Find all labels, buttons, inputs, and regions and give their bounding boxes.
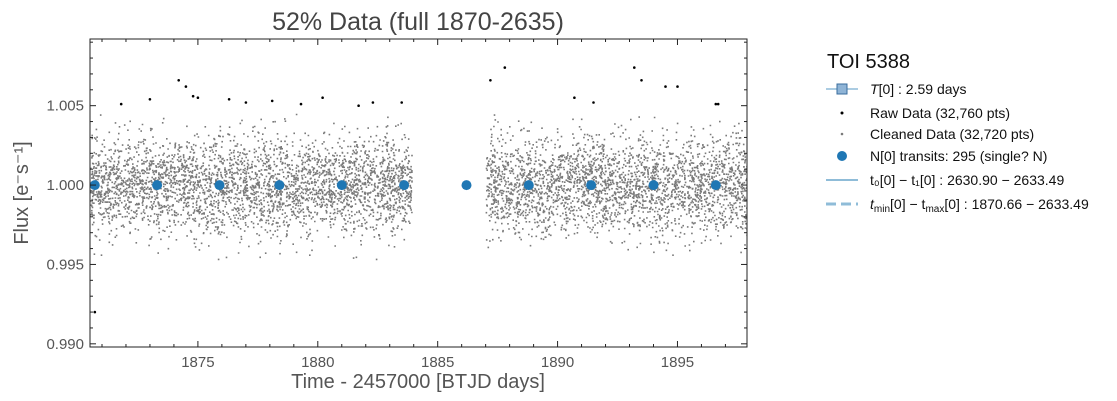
transit-point [710,180,721,191]
legend-tmin-sub: min [874,204,890,215]
raw-data-point [119,102,123,106]
raw-data-point [184,85,188,88]
transit-points-layer [90,180,721,191]
raw-data-point [664,85,667,88]
x-tick-label: 1890 [541,354,574,371]
x-axis: 1875 1880 1885 1890 1895 [101,39,726,371]
legend-item-transits: N[0] transits: 295 (single? N) [837,148,1047,164]
raw-data-point [227,98,231,101]
transit-point [214,180,225,191]
y-axis: 0.990 0.995 1.000 1.005 [46,41,747,353]
raw-data-layer [93,66,720,314]
legend-item-period: T[0] : 2.59 days [826,81,967,97]
legend-tmin-mid: [0] − t [890,196,926,212]
transit-point [274,180,285,191]
raw-data-point [716,102,720,106]
legend-item-t0-t1: t₀[0] − t₁[0] : 2630.90 − 2633.49 [826,172,1064,188]
legend-tmax-sub: max [925,204,944,215]
y-tick-label: 1.000 [46,177,84,194]
y-tick-label: 0.990 [46,336,84,353]
raw-data-point [299,102,303,106]
raw-data-point [177,79,180,82]
raw-data-point [244,101,248,104]
legend-raw-label: Raw Data (32,760 pts) [870,105,1010,121]
legend-transit-marker [837,151,847,161]
svg-text:T[0] : 2.59 days: T[0] : 2.59 days [870,81,967,97]
legend-transit-label: N[0] transits: 295 (single? N) [870,148,1047,164]
raw-data-point [93,310,97,314]
raw-data-point [503,66,507,69]
svg-text:tmin[0] − tmax[0] : 1870.66 −: tmin[0] − tmax[0] : 1870.66 − 2633.49 [870,196,1089,215]
raw-data-point [573,96,576,99]
y-axis-label: Flux [e⁻s⁻¹] [11,141,33,244]
legend-tmin-symbol: t [870,196,875,212]
raw-data-point [270,99,274,103]
raw-data-point [633,66,636,69]
x-axis-label: Time - 2457000 [BTJD days] [291,371,545,393]
raw-data-point [196,96,200,99]
legend-raw-marker [840,111,844,115]
x-tick-label: 1875 [181,354,214,371]
transit-point [399,180,410,191]
transit-point [152,180,163,191]
y-tick-label: 0.995 [46,256,84,273]
transit-point [648,180,659,191]
raw-data-point [714,102,718,106]
legend-item-raw: Raw Data (32,760 pts) [840,105,1010,121]
raw-data-point [357,104,360,107]
raw-data-point [592,101,595,104]
legend-period-index: [0] [879,81,895,97]
x-tick-label: 1895 [661,354,694,371]
raw-data-point [676,85,679,88]
transit-point [461,180,472,191]
legend-cleaned-label: Cleaned Data (32,720 pts) [870,126,1034,142]
raw-data-point [400,101,404,104]
raw-data-point [371,101,375,104]
legend-period-value: : 2.59 days [894,81,966,97]
legend: TOI 5388 T[0] : 2.59 days Raw Data (32,7… [826,51,1089,215]
y-tick-label: 1.005 [46,98,84,115]
transit-point [586,180,597,191]
legend-item-tmin-tmax: tmin[0] − tmax[0] : 1870.66 − 2633.49 [826,196,1089,215]
legend-title: TOI 5388 [827,51,910,73]
legend-square-marker [836,83,848,95]
legend-t0-t1-label: t₀[0] − t₁[0] : 2630.90 − 2633.49 [870,172,1064,188]
raw-data-point [191,94,195,98]
chart-title: 52% Data (full 1870-2635) [272,8,564,36]
plot-area [90,66,747,314]
legend-item-cleaned: Cleaned Data (32,720 pts) [840,126,1034,142]
raw-data-point [148,98,152,101]
raw-data-point [321,96,324,99]
x-tick-label: 1885 [421,354,454,371]
raw-data-point [640,79,643,82]
raw-data-point [489,79,492,82]
transit-point [523,180,534,191]
legend-tmax-end: [0] : 1870.66 − 2633.49 [944,196,1089,212]
transit-point [336,180,347,191]
legend-cleaned-marker [840,132,844,136]
plot-frame [89,38,748,348]
legend-period-symbol: T [870,81,880,97]
x-tick-label: 1880 [301,354,334,371]
